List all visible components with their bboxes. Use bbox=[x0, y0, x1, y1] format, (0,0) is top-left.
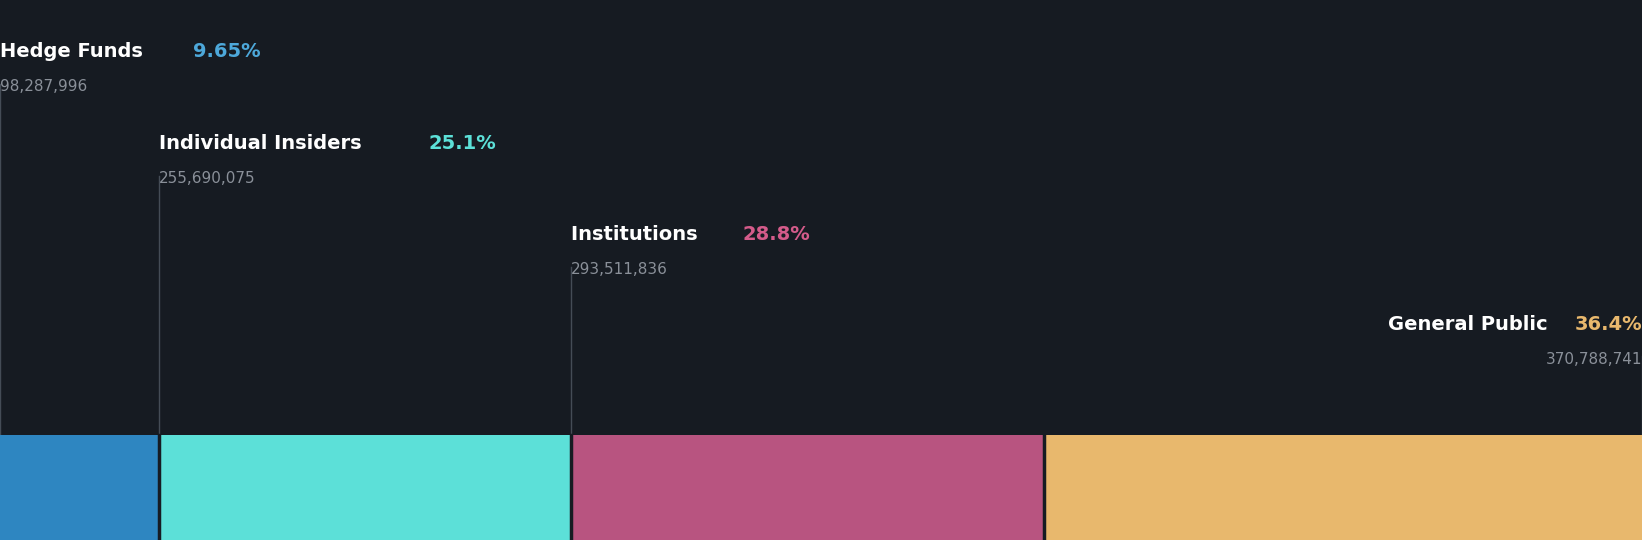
Bar bbox=[571, 435, 1044, 540]
Text: 9.65%: 9.65% bbox=[194, 42, 261, 61]
Text: 28.8%: 28.8% bbox=[742, 225, 811, 245]
Text: Hedge Funds: Hedge Funds bbox=[0, 42, 149, 61]
Bar bbox=[159, 435, 571, 540]
Text: 36.4%: 36.4% bbox=[1575, 314, 1642, 334]
Text: Individual Insiders: Individual Insiders bbox=[159, 133, 368, 153]
Text: 370,788,741: 370,788,741 bbox=[1545, 352, 1642, 367]
Text: 25.1%: 25.1% bbox=[429, 133, 496, 153]
Bar bbox=[0, 435, 159, 540]
Text: 255,690,075: 255,690,075 bbox=[159, 171, 255, 186]
Bar bbox=[1044, 435, 1642, 540]
Text: 98,287,996: 98,287,996 bbox=[0, 79, 87, 94]
Text: 293,511,836: 293,511,836 bbox=[571, 262, 668, 278]
Text: Institutions: Institutions bbox=[571, 225, 704, 245]
Text: General Public: General Public bbox=[1389, 314, 1555, 334]
